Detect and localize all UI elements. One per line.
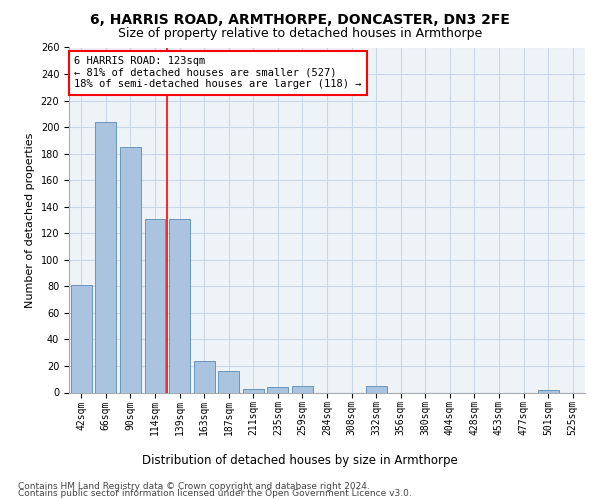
Text: Distribution of detached houses by size in Armthorpe: Distribution of detached houses by size … [142, 454, 458, 467]
Text: Size of property relative to detached houses in Armthorpe: Size of property relative to detached ho… [118, 28, 482, 40]
Text: Contains public sector information licensed under the Open Government Licence v3: Contains public sector information licen… [18, 490, 412, 498]
Bar [194, 360, 215, 392]
Bar [120, 147, 141, 392]
Bar [538, 390, 559, 392]
Bar [71, 285, 92, 393]
Bar [145, 218, 166, 392]
Text: 6 HARRIS ROAD: 123sqm
← 81% of detached houses are smaller (527)
18% of semi-det: 6 HARRIS ROAD: 123sqm ← 81% of detached … [74, 56, 362, 90]
Y-axis label: Number of detached properties: Number of detached properties [25, 132, 35, 308]
Bar [218, 372, 239, 392]
Bar [365, 386, 386, 392]
Bar [95, 122, 116, 392]
Text: Contains HM Land Registry data © Crown copyright and database right 2024.: Contains HM Land Registry data © Crown c… [18, 482, 370, 491]
Bar [268, 387, 289, 392]
Bar [243, 388, 264, 392]
Bar [292, 386, 313, 392]
Bar [169, 218, 190, 392]
Text: 6, HARRIS ROAD, ARMTHORPE, DONCASTER, DN3 2FE: 6, HARRIS ROAD, ARMTHORPE, DONCASTER, DN… [90, 12, 510, 26]
